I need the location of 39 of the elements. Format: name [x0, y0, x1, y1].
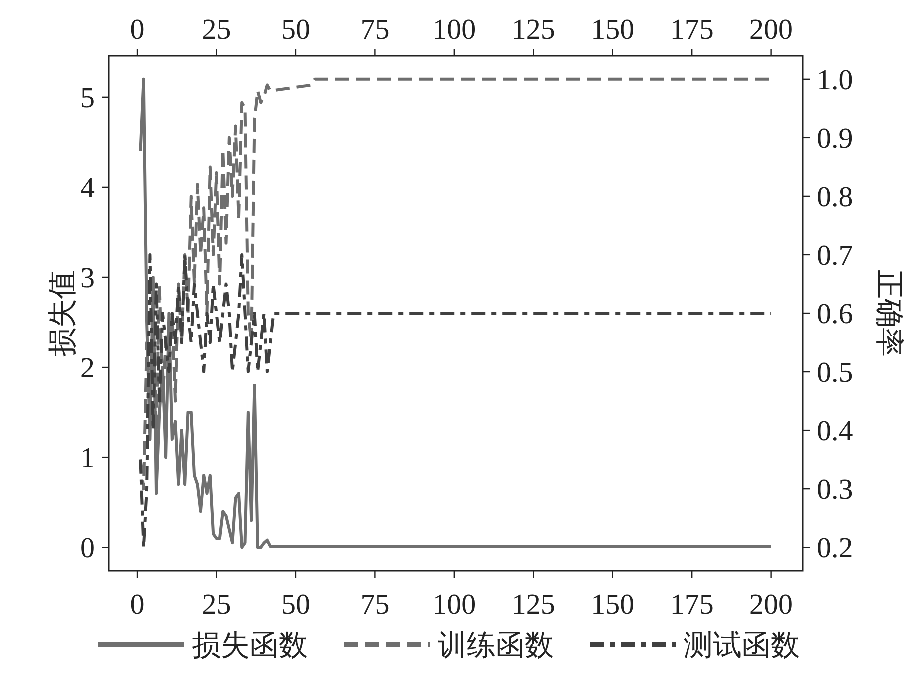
line-series: [139, 253, 773, 550]
x2-tick-label: 75: [360, 589, 390, 621]
y2-tick-label: 1.0: [817, 64, 854, 96]
x2-tick-label: 200: [750, 589, 794, 621]
legend-label: 训练函数: [438, 630, 554, 662]
y2-tick-label: 0.7: [817, 240, 854, 272]
y2-tick-label: 0.6: [817, 298, 854, 330]
x-tick-label: 200: [750, 14, 794, 46]
y2-tick-label: 0.2: [817, 532, 854, 565]
x2-tick-label: 100: [432, 589, 476, 621]
x2-tick-label: 175: [670, 589, 714, 621]
x2-tick-label: 125: [512, 589, 556, 621]
x-tick-label: 0: [130, 14, 145, 46]
y2-tick-label: 0.5: [817, 357, 854, 390]
y2-axis-title: 正确率: [873, 270, 905, 357]
y-tick-label: 4: [80, 172, 96, 204]
y2-tick-label: 0.3: [817, 474, 854, 506]
x2-tick-label: 50: [281, 589, 310, 621]
x-tick-label: 100: [432, 14, 476, 46]
y2-tick-label: 0.4: [817, 416, 854, 448]
y-tick-label: 2: [80, 352, 95, 385]
x-tick-label: 75: [360, 14, 390, 46]
x2-tick-label: 25: [202, 589, 232, 621]
y-tick-label: 5: [80, 82, 95, 114]
x2-tick-label: 150: [591, 589, 635, 621]
y-axis-title: 损失值: [47, 270, 79, 357]
y-tick-label: 3: [80, 262, 95, 294]
x-tick-label: 50: [281, 14, 310, 46]
x-tick-label: 175: [670, 14, 714, 46]
y2-tick-label: 0.8: [817, 181, 854, 214]
y-tick-label: 1: [80, 442, 95, 475]
y2-tick-label: 0.9: [817, 122, 854, 155]
legend-label: 测试函数: [684, 630, 800, 662]
x2-tick-label: 0: [130, 589, 145, 621]
x-tick-label: 125: [512, 14, 556, 46]
x-tick-label: 150: [591, 14, 635, 46]
legend-label: 损失函数: [192, 630, 308, 662]
y-tick-label: 0: [80, 532, 95, 565]
x-tick-label: 25: [202, 14, 232, 46]
